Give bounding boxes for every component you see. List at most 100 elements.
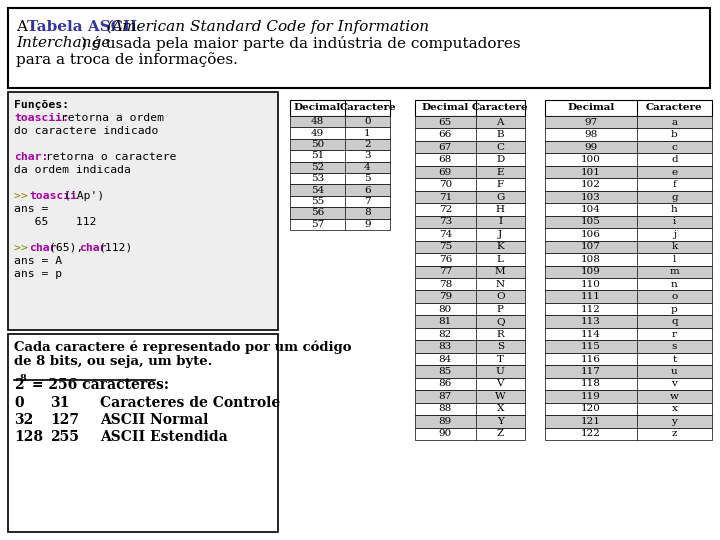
- Text: 76: 76: [438, 255, 452, 264]
- Text: p: p: [671, 305, 678, 314]
- Text: 0: 0: [14, 396, 24, 410]
- Text: h: h: [671, 205, 678, 214]
- Text: e: e: [671, 167, 678, 177]
- Text: 2: 2: [364, 140, 371, 149]
- FancyBboxPatch shape: [290, 207, 390, 219]
- Text: U: U: [496, 367, 505, 376]
- Text: Caractere: Caractere: [472, 104, 528, 112]
- Text: u: u: [671, 367, 678, 376]
- Text: 110: 110: [581, 280, 601, 289]
- Text: z: z: [672, 429, 678, 438]
- Text: 31: 31: [50, 396, 69, 410]
- FancyBboxPatch shape: [415, 166, 525, 178]
- Text: N: N: [495, 280, 505, 289]
- FancyBboxPatch shape: [415, 365, 525, 377]
- Text: A: A: [497, 118, 504, 127]
- Text: 116: 116: [581, 354, 601, 363]
- Text: 32: 32: [14, 413, 33, 427]
- Text: X: X: [497, 404, 504, 413]
- FancyBboxPatch shape: [415, 100, 525, 116]
- Text: Cada caractere é representado por um código: Cada caractere é representado por um cód…: [14, 340, 351, 354]
- FancyBboxPatch shape: [545, 303, 712, 315]
- Text: M: M: [495, 267, 505, 276]
- Text: v: v: [672, 380, 678, 388]
- Text: 127: 127: [50, 413, 79, 427]
- Text: S: S: [497, 342, 504, 351]
- Text: ans =: ans =: [14, 204, 48, 214]
- Text: 71: 71: [438, 192, 452, 201]
- Text: F: F: [497, 180, 504, 189]
- Text: J: J: [498, 230, 503, 239]
- Text: c: c: [672, 143, 678, 152]
- FancyBboxPatch shape: [545, 415, 712, 428]
- Text: 255: 255: [50, 430, 79, 444]
- Text: >>: >>: [14, 191, 35, 201]
- Text: 0: 0: [364, 117, 371, 126]
- Text: 73: 73: [438, 218, 452, 226]
- FancyBboxPatch shape: [415, 203, 525, 215]
- Text: Decimal: Decimal: [422, 104, 469, 112]
- Text: Decimal: Decimal: [294, 104, 341, 112]
- Text: 88: 88: [438, 404, 452, 413]
- FancyBboxPatch shape: [290, 150, 390, 161]
- Text: Funções:: Funções:: [14, 100, 69, 110]
- Text: ASCII Normal: ASCII Normal: [100, 413, 208, 427]
- Text: a: a: [671, 118, 678, 127]
- Text: 67: 67: [438, 143, 452, 152]
- FancyBboxPatch shape: [415, 390, 525, 403]
- Text: 49: 49: [311, 129, 324, 138]
- Text: f: f: [672, 180, 676, 189]
- FancyBboxPatch shape: [415, 315, 525, 328]
- Text: Caracteres de Controle: Caracteres de Controle: [100, 396, 280, 410]
- Text: 77: 77: [438, 267, 452, 276]
- Text: 112: 112: [581, 305, 601, 314]
- Text: s: s: [672, 342, 677, 351]
- FancyBboxPatch shape: [545, 203, 712, 215]
- Text: G: G: [496, 192, 505, 201]
- Text: ) é usada pela maior parte da indústria de computadores: ) é usada pela maior parte da indústria …: [81, 36, 521, 51]
- Text: B: B: [496, 130, 504, 139]
- Text: 118: 118: [581, 380, 601, 388]
- Text: 119: 119: [581, 392, 601, 401]
- FancyBboxPatch shape: [545, 166, 712, 178]
- Text: = 256 caracteres:: = 256 caracteres:: [27, 378, 169, 392]
- Text: 1: 1: [364, 129, 371, 138]
- Text: 106: 106: [581, 230, 601, 239]
- Text: 117: 117: [581, 367, 601, 376]
- Text: 90: 90: [438, 429, 452, 438]
- Text: 120: 120: [581, 404, 601, 413]
- Text: Tabela ASCII: Tabela ASCII: [27, 20, 137, 34]
- FancyBboxPatch shape: [415, 403, 525, 415]
- Text: do caractere indicado: do caractere indicado: [14, 126, 158, 136]
- FancyBboxPatch shape: [290, 161, 390, 173]
- Text: ASCII Estendida: ASCII Estendida: [100, 430, 228, 444]
- FancyBboxPatch shape: [545, 253, 712, 266]
- FancyBboxPatch shape: [415, 215, 525, 228]
- FancyBboxPatch shape: [415, 278, 525, 291]
- FancyBboxPatch shape: [290, 173, 390, 184]
- FancyBboxPatch shape: [545, 428, 712, 440]
- Text: 65: 65: [438, 118, 452, 127]
- FancyBboxPatch shape: [415, 116, 525, 129]
- Text: Interchange: Interchange: [16, 36, 110, 50]
- FancyBboxPatch shape: [290, 116, 390, 127]
- Text: 99: 99: [585, 143, 598, 152]
- Text: >>: >>: [14, 243, 35, 253]
- Text: ans = p: ans = p: [14, 269, 62, 279]
- Text: Q: Q: [496, 317, 505, 326]
- Text: l: l: [672, 255, 676, 264]
- FancyBboxPatch shape: [545, 178, 712, 191]
- Text: 101: 101: [581, 167, 601, 177]
- Text: 8: 8: [20, 374, 27, 383]
- Text: o: o: [671, 292, 678, 301]
- Text: 51: 51: [311, 151, 324, 160]
- FancyBboxPatch shape: [415, 415, 525, 428]
- Text: 89: 89: [438, 417, 452, 426]
- Text: 50: 50: [311, 140, 324, 149]
- Text: 85: 85: [438, 367, 452, 376]
- Text: r: r: [672, 329, 677, 339]
- Text: 52: 52: [311, 163, 324, 172]
- FancyBboxPatch shape: [8, 334, 278, 532]
- Text: 55: 55: [311, 197, 324, 206]
- FancyBboxPatch shape: [415, 340, 525, 353]
